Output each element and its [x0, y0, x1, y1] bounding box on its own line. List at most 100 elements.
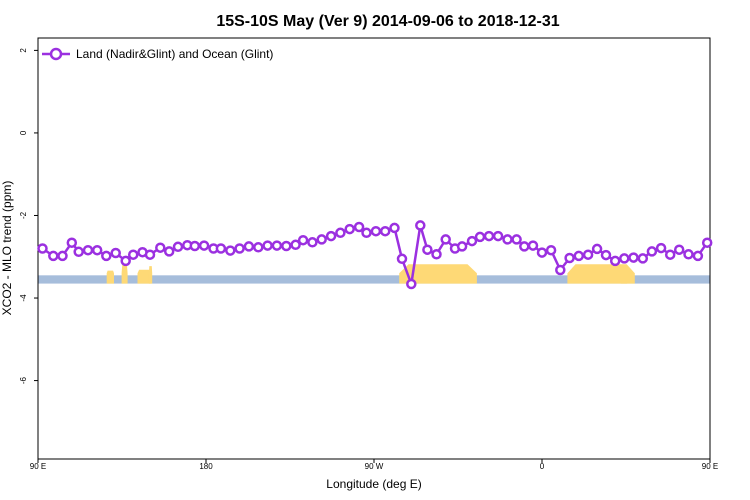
data-point-58 [555, 264, 566, 276]
data-point-38 [379, 225, 391, 237]
data-point-60 [573, 250, 585, 262]
data-point-57 [545, 244, 557, 256]
data-point-43 [422, 244, 433, 255]
chart-title: 15S-10S May (Ver 9) 2014-09-06 to 2018-1… [216, 13, 559, 30]
data-point-18 [198, 240, 210, 251]
data-point-74 [701, 237, 713, 248]
data-point-56 [536, 247, 548, 258]
data-point-47 [456, 241, 468, 252]
data-point-31 [316, 234, 327, 245]
data-point-36 [361, 227, 372, 239]
data-point-64 [609, 255, 621, 267]
series-land-ocean [37, 220, 713, 290]
data-point-20 [215, 243, 227, 254]
y-axis-label: XCO2 - MLO trend (ppm) [0, 181, 14, 316]
data-point-4 [73, 246, 84, 258]
data-point-53 [511, 234, 522, 245]
ocean-land-band [38, 264, 710, 284]
data-point-70 [664, 249, 676, 260]
data-point-61 [582, 249, 594, 260]
y-tick-label-1: 0 [19, 130, 28, 135]
data-point-40 [396, 253, 408, 265]
data-point-51 [492, 230, 504, 242]
data-point-30 [307, 237, 318, 248]
data-point-29 [297, 234, 309, 246]
x-tick-label-0: 90 E [30, 462, 46, 471]
data-point-39 [389, 222, 400, 234]
data-point-17 [189, 240, 201, 252]
data-point-72 [683, 249, 694, 260]
data-point-32 [325, 230, 337, 242]
x-tick-label-1: 180 [199, 462, 213, 471]
data-point-63 [600, 249, 612, 261]
land-segment-5 [567, 264, 635, 284]
data-point-62 [591, 243, 603, 255]
x-tick-label-4: 90 E [702, 462, 718, 471]
data-point-35 [353, 221, 365, 233]
data-point-21 [225, 245, 236, 256]
data-point-42 [415, 220, 426, 231]
data-point-55 [527, 240, 539, 251]
data-point-24 [253, 242, 264, 253]
y-axis: 2 0 -2 -4 -6 [19, 48, 38, 384]
data-point-26 [271, 240, 283, 251]
data-point-15 [172, 241, 184, 253]
y-tick-label-2: -2 [19, 211, 28, 219]
data-point-7 [101, 250, 112, 262]
data-point-27 [281, 240, 292, 252]
data-point-22 [234, 243, 245, 254]
data-point-2 [57, 250, 68, 262]
data-point-12 [144, 249, 156, 260]
data-point-50 [483, 230, 495, 242]
land-segment-2 [137, 269, 151, 284]
land-segment-6 [620, 269, 628, 284]
data-point-65 [619, 253, 630, 264]
data-point-34 [344, 223, 355, 235]
data-point-9 [120, 255, 131, 267]
data-point-44 [431, 249, 442, 260]
data-point-13 [155, 242, 166, 253]
y-tick-label-0: 2 [19, 48, 28, 53]
data-point-69 [655, 242, 667, 254]
x-axis-label: Longitude (deg E) [326, 477, 421, 491]
data-point-49 [474, 231, 486, 243]
data-point-10 [127, 249, 139, 260]
data-point-28 [290, 239, 301, 251]
data-point-8 [110, 247, 121, 259]
x-axis: 90 E 180 90 W 0 90 E [30, 459, 718, 471]
data-point-71 [673, 244, 685, 255]
data-point-66 [628, 252, 639, 263]
data-point-59 [564, 252, 575, 264]
data-point-25 [262, 240, 273, 251]
data-point-68 [646, 246, 658, 257]
data-point-3 [66, 237, 78, 248]
data-point-37 [370, 225, 382, 237]
y-tick-label-3: -4 [19, 294, 28, 302]
data-point-14 [163, 246, 175, 257]
data-point-41 [406, 278, 417, 290]
legend: Land (Nadir&Glint) and Ocean (Glint) [42, 47, 273, 61]
legend-entry-0: Land (Nadir&Glint) and Ocean (Glint) [76, 47, 273, 61]
data-point-1 [48, 250, 59, 262]
land-segment-3 [148, 266, 153, 284]
x-tick-label-2: 90 W [365, 462, 384, 471]
data-point-5 [82, 244, 94, 256]
legend-marker [49, 47, 63, 61]
land-segment-0 [106, 270, 114, 284]
data-point-0 [37, 243, 48, 254]
data-point-52 [502, 234, 513, 245]
data-point-33 [335, 227, 346, 239]
data-point-48 [466, 235, 478, 247]
data-point-73 [692, 250, 704, 262]
data-point-6 [91, 244, 103, 256]
x-tick-label-3: 0 [540, 462, 545, 471]
land-segment-1 [121, 264, 128, 284]
ocean-band [38, 275, 710, 284]
data-point-23 [243, 241, 255, 252]
data-point-45 [440, 234, 451, 245]
land-segment-4 [399, 264, 477, 284]
data-point-67 [637, 253, 649, 264]
y-tick-label-4: -6 [19, 376, 28, 384]
data-point-54 [519, 241, 530, 252]
